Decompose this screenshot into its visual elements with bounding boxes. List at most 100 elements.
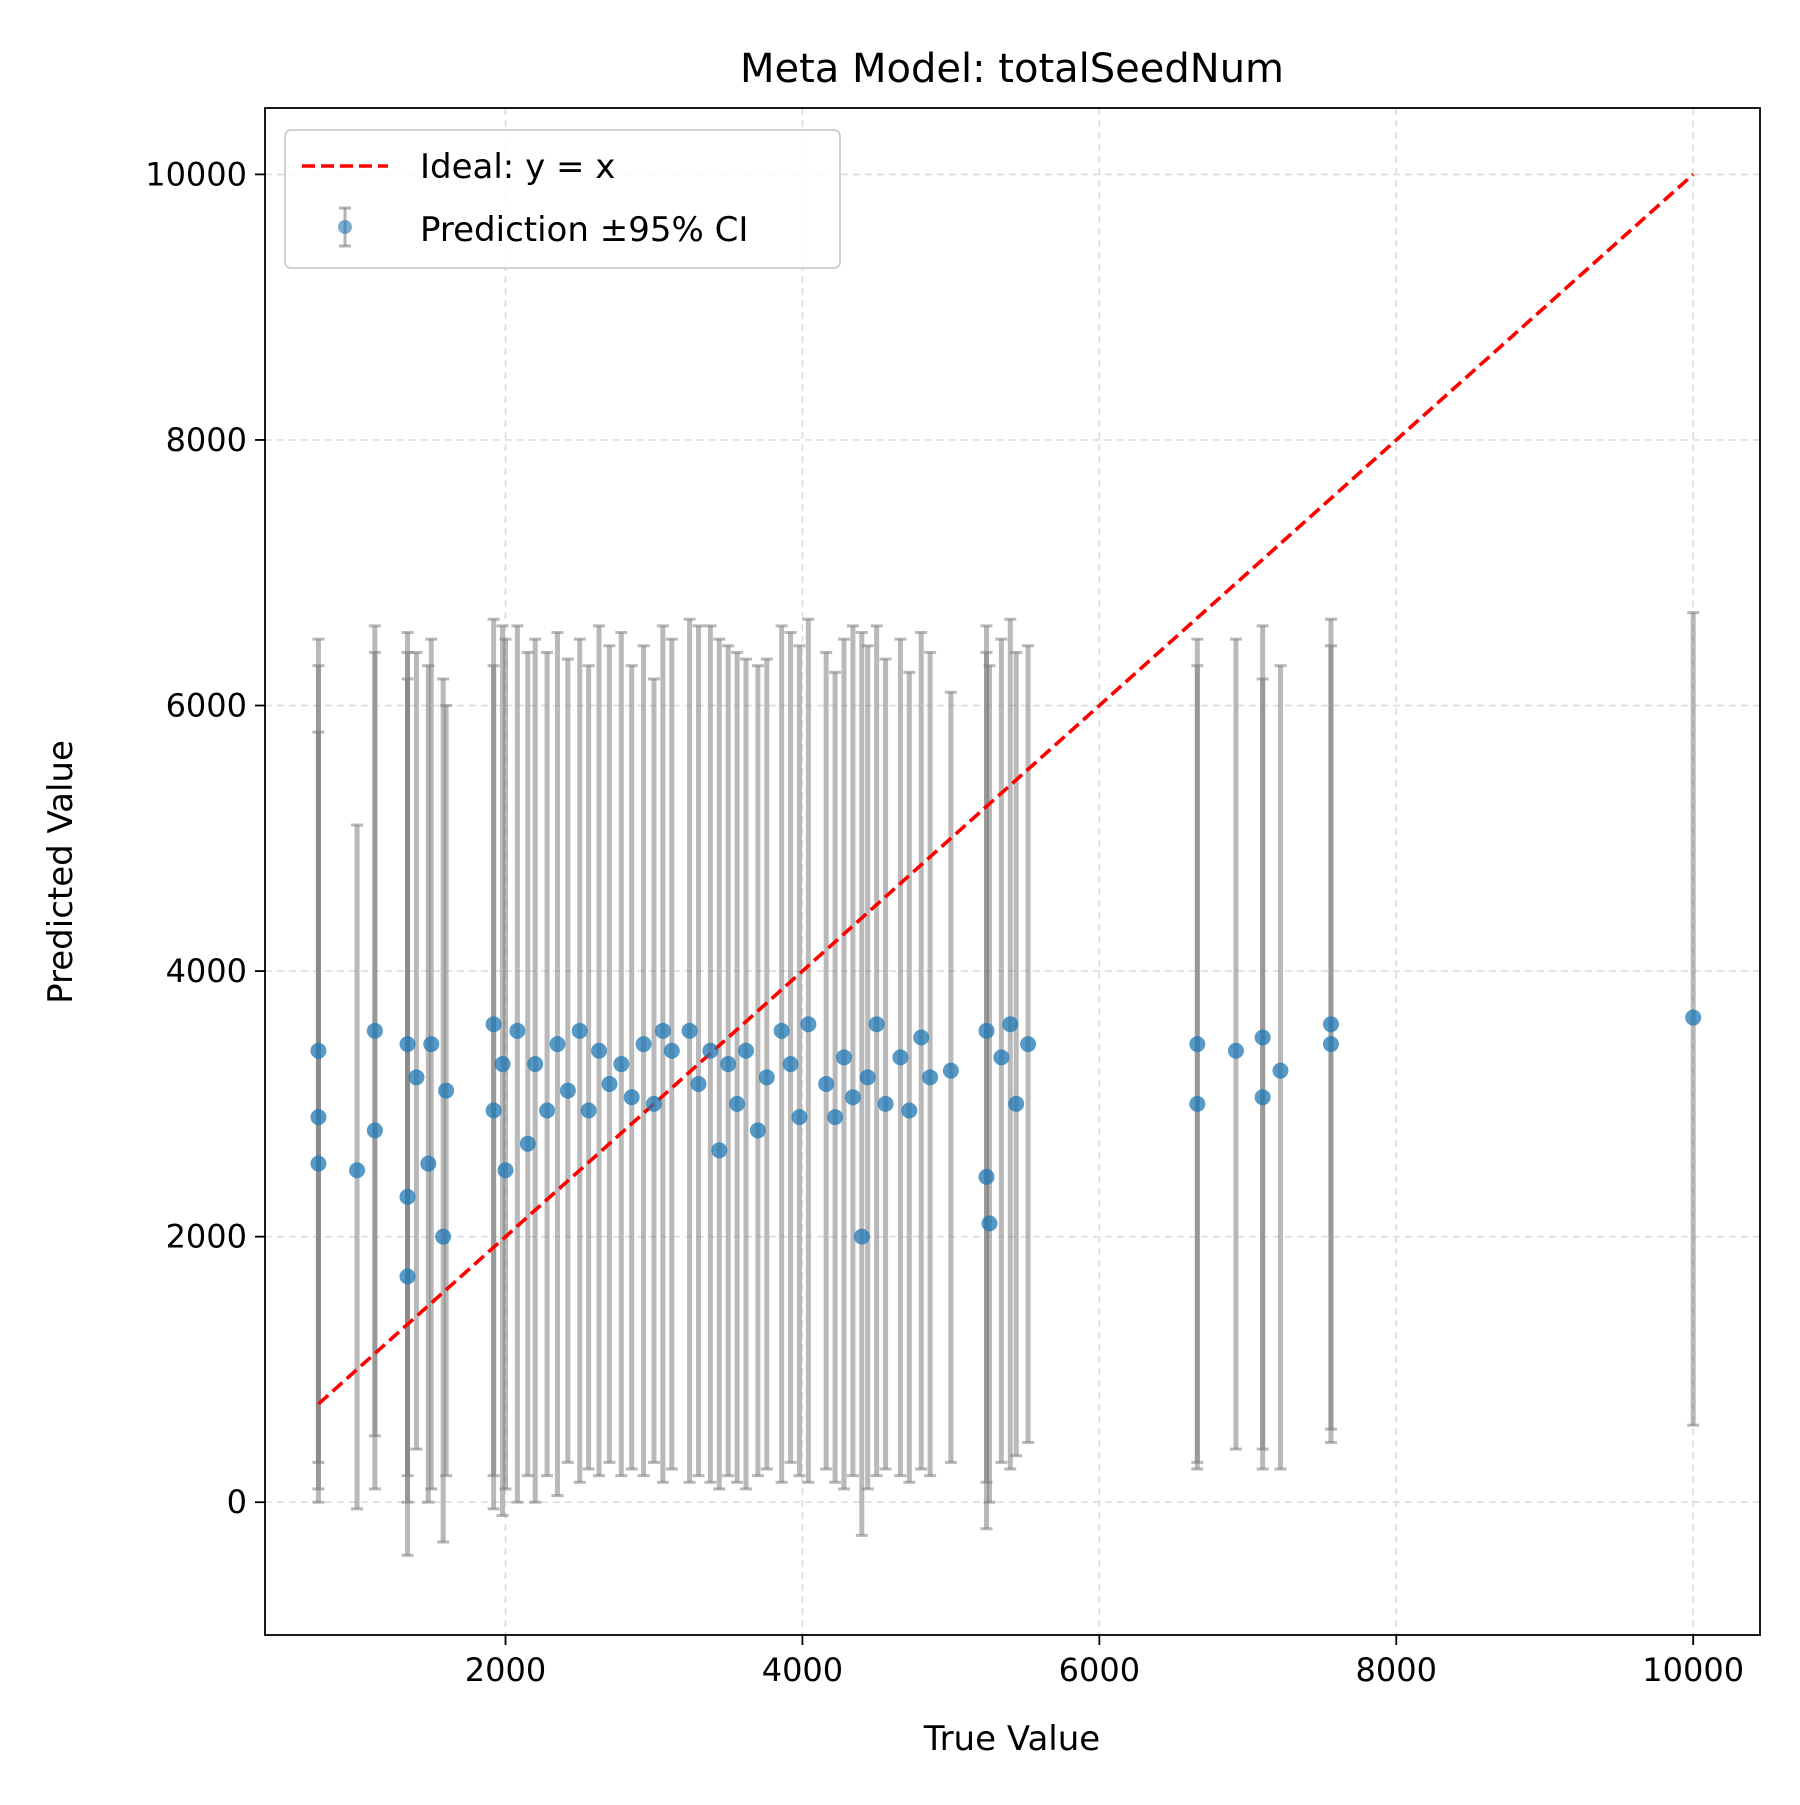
prediction-point [901,1102,918,1119]
prediction-point [399,1268,416,1285]
prediction-point [913,1029,930,1046]
prediction-point [366,1122,383,1139]
prediction-point [782,1056,799,1073]
prediction-point [749,1122,766,1139]
prediction-point [654,1022,671,1039]
x-axis-label: True Value [923,1719,1100,1759]
prediction-point [399,1036,416,1053]
prediction-point [690,1075,707,1092]
x-axis-ticks: 2000 4000 6000 8000 10000 [465,1635,1744,1689]
y-tick-label: 2000 [166,1218,247,1256]
prediction-point [1189,1036,1206,1053]
prediction-point [485,1016,502,1033]
prediction-point [613,1056,630,1073]
plot-frame [264,107,1761,1636]
prediction-point [663,1042,680,1059]
prediction-point [1189,1095,1206,1112]
prediction-point [580,1102,597,1119]
x-tick-label: 4000 [762,1651,843,1689]
prediction-point [1002,1016,1019,1033]
prediction-point [1254,1029,1271,1046]
prediction-point [835,1049,852,1066]
prediction-point [1685,1009,1702,1026]
prediction-point [591,1042,608,1059]
prediction-point [827,1109,844,1126]
prediction-point [494,1056,511,1073]
x-tick-label: 8000 [1356,1651,1437,1689]
prediction-point [738,1042,755,1059]
prediction-point [859,1069,876,1086]
prediction-point [349,1162,366,1179]
prediction-point [1322,1016,1339,1033]
prediction-point [791,1109,808,1126]
y-tick-label: 4000 [166,952,247,990]
prediction-point [601,1075,618,1092]
prediction-point [571,1022,588,1039]
y-tick-label: 0 [227,1483,247,1521]
prediction-error-bars [312,611,1700,1557]
ideal-line-group [317,173,1695,1406]
prediction-point [527,1056,544,1073]
prediction-point [645,1095,662,1112]
prediction-point [623,1089,640,1106]
prediction-point [408,1069,425,1086]
legend-prediction-label: Prediction ±95% CI [420,210,748,250]
prediction-point [942,1062,959,1079]
prediction-point [978,1022,995,1039]
prediction-point [635,1036,652,1053]
prediction-point [978,1168,995,1185]
prediction-point [1008,1095,1025,1112]
prediction-point [1322,1036,1339,1053]
y-tick-label: 8000 [166,421,247,459]
legend-ideal-label: Ideal: y = x [420,147,615,187]
prediction-point [438,1082,455,1099]
prediction-point [549,1036,566,1053]
prediction-point [892,1049,909,1066]
prediction-point [773,1022,790,1039]
x-tick-label: 6000 [1059,1651,1140,1689]
prediction-point [702,1042,719,1059]
prediction-point [1272,1062,1289,1079]
prediction-point [868,1016,885,1033]
prediction-point [993,1049,1010,1066]
prediction-point [1020,1036,1037,1053]
prediction-point [681,1022,698,1039]
prediction-point [800,1016,817,1033]
y-axis-label: Predicted Value [41,740,81,1004]
prediction-point [539,1102,556,1119]
prediction-point [423,1036,440,1053]
legend-prediction-swatch [338,206,352,248]
ideal-line [317,173,1695,1406]
x-tick-label: 2000 [465,1651,546,1689]
prediction-point [922,1069,939,1086]
prediction-point [729,1095,746,1112]
y-tick-label: 6000 [166,687,247,725]
prediction-point [720,1056,737,1073]
prediction-point [399,1188,416,1205]
prediction-point [981,1215,998,1232]
legend-box [284,129,841,269]
y-tick-label: 10000 [145,155,247,193]
prediction-points [310,1009,1702,1285]
prediction-point [711,1142,728,1159]
prediction-point [877,1095,894,1112]
prediction-point [509,1022,526,1039]
chart-title: Meta Model: totalSeedNum [740,46,1284,92]
prediction-point [310,1042,327,1059]
prediction-point [519,1135,536,1152]
prediction-point [497,1162,514,1179]
prediction-point [844,1089,861,1106]
prediction-point [310,1109,327,1126]
prediction-point [818,1075,835,1092]
legend: Ideal: y = x Prediction ±95% CI [284,129,841,269]
y-axis-ticks: 0 2000 4000 6000 8000 10000 [145,155,265,1521]
prediction-point [485,1102,502,1119]
prediction-point [310,1155,327,1172]
x-tick-label: 10000 [1642,1651,1744,1689]
prediction-point [420,1155,437,1172]
prediction-point [758,1069,775,1086]
prediction-point [853,1228,870,1245]
prediction-point [435,1228,452,1245]
prediction-point [559,1082,576,1099]
